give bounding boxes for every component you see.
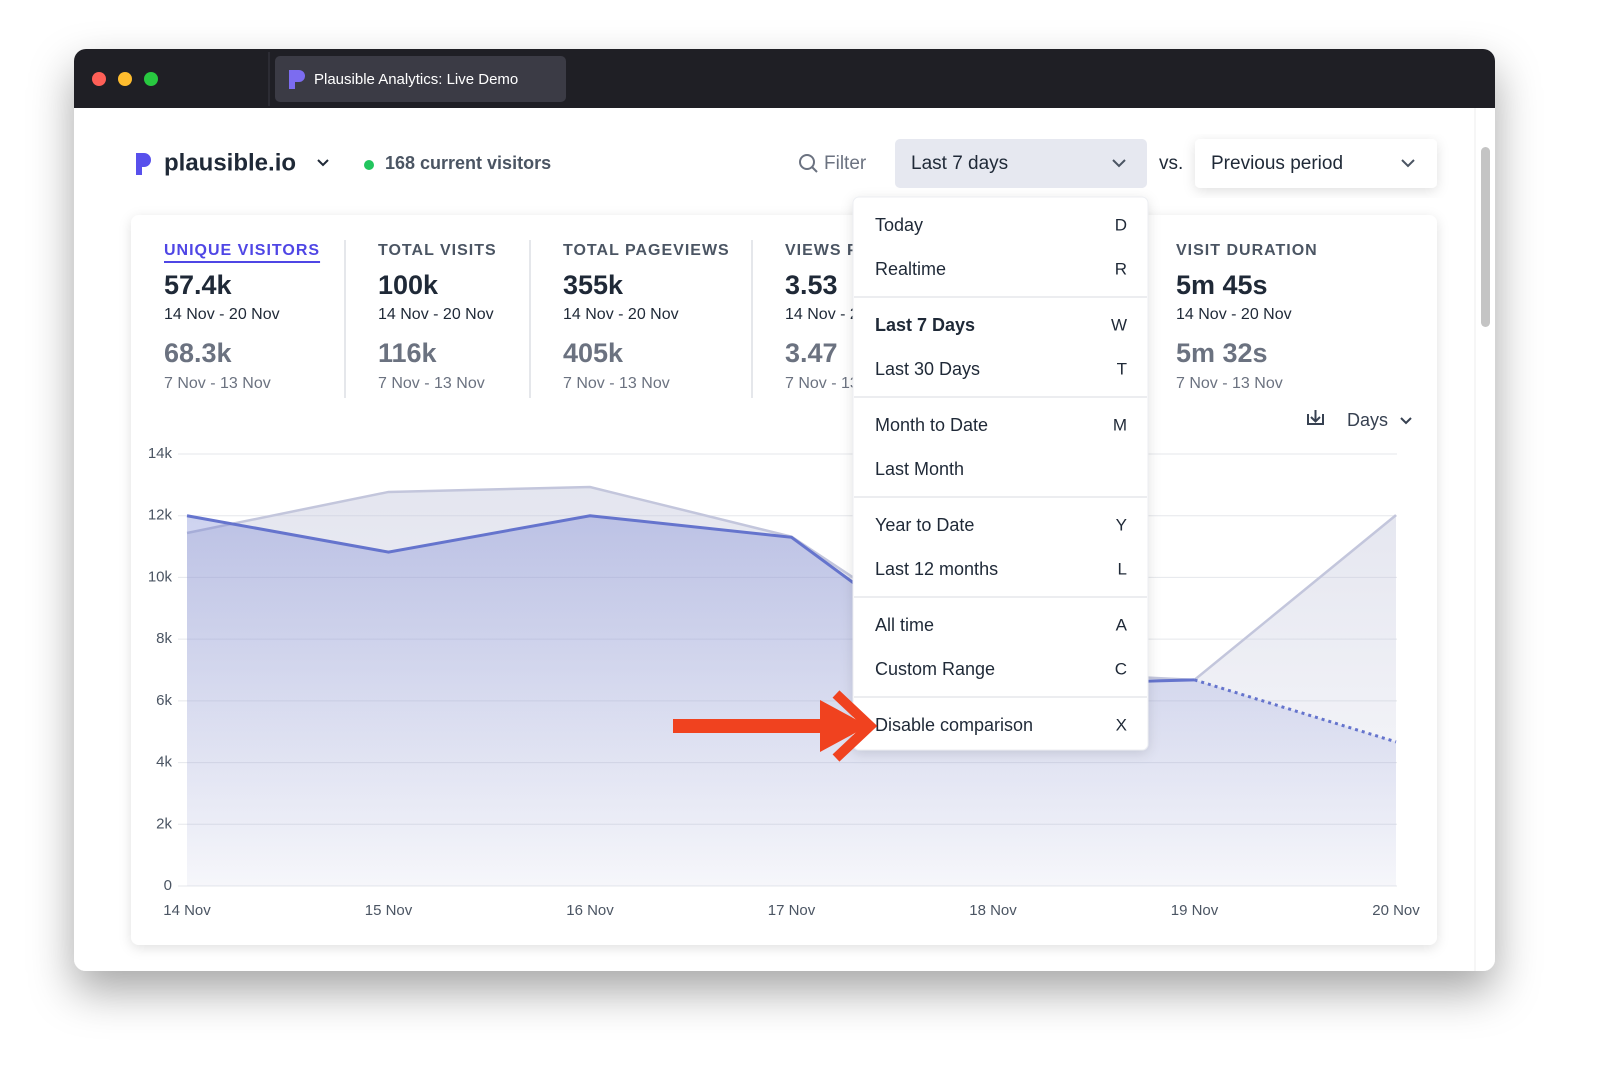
metric-label[interactable]: TOTAL PAGEVIEWS <box>563 242 730 259</box>
metric-previous-range: 7 Nov - 13 Nov <box>563 375 670 392</box>
filter-icon-handle <box>811 166 818 173</box>
current-visitors[interactable]: 168 current visitors <box>385 153 551 173</box>
metric-label[interactable]: VISIT DURATION <box>1176 242 1318 259</box>
site-chevron[interactable] <box>317 159 329 167</box>
y-tick-label: 14k <box>148 445 173 462</box>
metric-previous-range: 7 Nov - 13 Nov <box>378 375 485 392</box>
browser-tab[interactable] <box>275 56 566 102</box>
metric-range: 14 Nov - 20 Nov <box>563 306 679 323</box>
menu-items: Today D Realtime R Last 7 Days W Last 30 Days T… <box>854 215 1147 735</box>
metric-label[interactable]: TOTAL VISITS <box>378 242 497 259</box>
x-tick-label: 14 Nov <box>163 902 211 919</box>
menu-item[interactable]: Month to Date <box>875 415 988 435</box>
tab-title: Plausible Analytics: Live Demo <box>314 71 518 88</box>
live-dot <box>364 160 374 170</box>
menu-shortcut: L <box>1118 559 1127 578</box>
menu-item[interactable]: Custom Range <box>875 659 995 679</box>
site-name[interactable]: plausible.io <box>164 149 296 176</box>
menu-item[interactable]: Last 7 Days <box>875 315 975 335</box>
close-button[interactable] <box>92 72 106 86</box>
menu-shortcut: D <box>1115 215 1127 234</box>
metric-previous-value: 68.3k <box>164 338 233 368</box>
menu-item[interactable]: Today <box>875 215 923 235</box>
line-incomplete <box>1194 678 1397 744</box>
x-tick-label: 18 Nov <box>969 902 1017 919</box>
menu-shortcut: M <box>1113 415 1127 434</box>
period-picker[interactable] <box>895 139 1147 188</box>
menu-shortcut: T <box>1117 359 1127 378</box>
menu-shortcut: W <box>1111 315 1127 334</box>
period-menu <box>852 196 1149 751</box>
x-tick-label: 17 Nov <box>768 902 816 919</box>
annotation-arrowhead <box>832 690 878 762</box>
metrics: UNIQUE VISITORS 57.4k 14 Nov - 20 Nov 68.3k… <box>164 240 1318 398</box>
minimize-button[interactable] <box>118 72 132 86</box>
menu-item[interactable]: Last 12 months <box>875 559 998 579</box>
metric-previous-value: 405k <box>563 338 624 368</box>
menu-item[interactable]: Last Month <box>875 459 964 479</box>
menu-shortcut: Y <box>1116 515 1127 534</box>
y-tick-label: 0 <box>164 877 172 894</box>
filter-icon[interactable] <box>799 154 815 170</box>
site-logo <box>136 153 151 175</box>
y-tick-label: 10k <box>148 568 173 585</box>
x-tick-label: 15 Nov <box>365 902 413 919</box>
metric-previous-value: 116k <box>378 338 438 368</box>
menu-shortcut: C <box>1115 659 1127 678</box>
period-label: Last 7 days <box>911 153 1008 174</box>
vs-label: vs. <box>1159 153 1183 174</box>
menu-shortcut: A <box>1116 615 1128 634</box>
chart: 0 2k 4k 6k 8k 10k 12k 14k 14 Nov 15 Nov 16 Nov 17 N… <box>148 445 1420 919</box>
metric-value: 100k <box>378 270 439 300</box>
menu-item[interactable]: Year to Date <box>875 515 974 535</box>
metric-label[interactable]: UNIQUE VISITORS <box>164 242 320 259</box>
y-tick-label: 4k <box>156 754 172 771</box>
metric-previous-range: 7 Nov - 13 Nov <box>1176 375 1283 392</box>
scrollbar[interactable] <box>1481 147 1490 327</box>
x-tick-label: 16 Nov <box>566 902 614 919</box>
metric-range: 14 Nov - 20 Nov <box>164 306 280 323</box>
x-tick-label: 19 Nov <box>1171 902 1219 919</box>
interval-chevron <box>1400 417 1412 425</box>
zoom-button[interactable] <box>144 72 158 86</box>
metric-range: 14 Nov - 20 Nov <box>378 306 494 323</box>
menu-item[interactable]: Disable comparison <box>875 715 1033 735</box>
metric-range: 14 Nov - 20 Nov <box>1176 306 1292 323</box>
area <box>187 515 1396 886</box>
metric-value: 355k <box>563 270 624 300</box>
metric-previous-value: 3.47 <box>785 338 838 368</box>
download-button[interactable] <box>1307 410 1324 425</box>
menu-shortcut: X <box>1116 715 1127 734</box>
interval-picker[interactable]: Days <box>1347 410 1388 430</box>
metric-previous-value: 5m 32s <box>1176 338 1268 368</box>
x-tick-label: 20 Nov <box>1372 902 1420 919</box>
menu-item[interactable]: Last 30 Days <box>875 359 980 379</box>
comparison-label: Previous period <box>1211 153 1343 174</box>
metric-value: 5m 45s <box>1176 270 1268 300</box>
menu-item[interactable]: Realtime <box>875 259 946 279</box>
y-tick-label: 6k <box>156 692 172 709</box>
tab-icon <box>289 70 305 89</box>
y-tick-label: 12k <box>148 507 173 524</box>
annotation-arrow <box>673 700 868 752</box>
comparison-picker[interactable] <box>1195 139 1437 188</box>
metric-value: 57.4k <box>164 270 233 300</box>
metric-previous-range: 7 Nov - 13 Nov <box>164 375 271 392</box>
period-chevron <box>1112 159 1126 168</box>
metric-value: 3.53 <box>785 270 838 300</box>
comparison-chevron <box>1401 159 1415 168</box>
menu-shortcut: R <box>1115 259 1127 278</box>
filter-button[interactable]: Filter <box>824 153 867 174</box>
y-tick-label: 8k <box>156 630 172 647</box>
menu-item[interactable]: All time <box>875 615 934 635</box>
y-tick-label: 2k <box>156 815 172 832</box>
